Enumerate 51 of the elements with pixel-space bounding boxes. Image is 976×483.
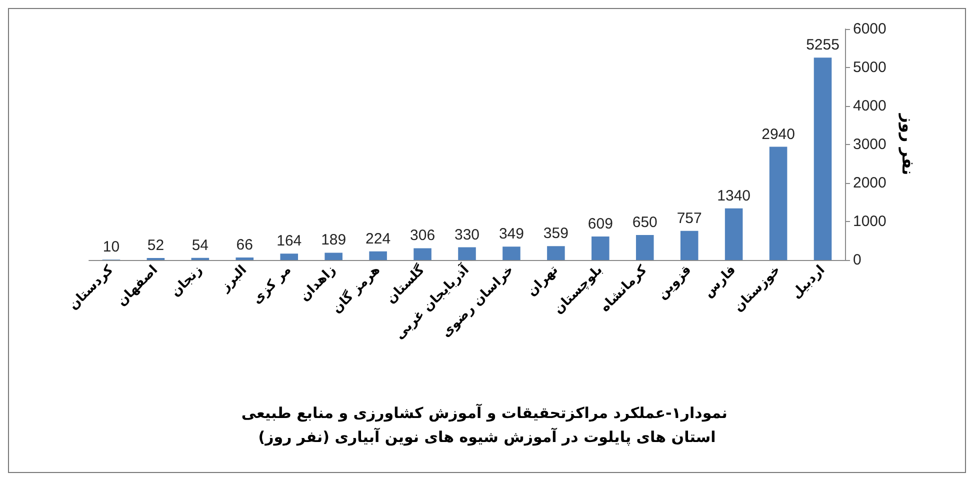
bar — [458, 247, 476, 260]
data-label: 189 — [321, 232, 346, 249]
bar — [769, 146, 788, 260]
bar — [547, 246, 565, 260]
y-tick-label: 3000 — [853, 136, 886, 153]
bar — [502, 246, 520, 260]
y-tick-label: 2000 — [853, 174, 886, 192]
data-label: 359 — [543, 225, 568, 242]
bar — [280, 254, 298, 260]
x-tick-label: گلستان — [383, 262, 428, 307]
data-label: 1340 — [717, 187, 751, 204]
text: نمودار۱-عملکرد مراکزتحقیقات و آموزش کشاورزی و منابع طبیعی استان های پایلوت در آموزش شیوه های نوین آبیاری (نفر روز) — [241, 403, 733, 446]
data-label: 757 — [676, 210, 702, 227]
y-tick-label: 0 — [853, 252, 862, 268]
data-label: 306 — [410, 227, 436, 244]
x-tick-label: تهران — [524, 262, 562, 300]
bar — [814, 58, 832, 260]
x-tick-label: قزوین — [654, 262, 695, 302]
data-label: 5255 — [806, 36, 840, 54]
x-tick-label: مر کزی — [250, 262, 294, 308]
x-tick-label: زاهدان — [297, 262, 339, 304]
bar — [414, 248, 432, 260]
bar — [680, 230, 698, 260]
bar — [369, 251, 387, 260]
bar — [724, 208, 743, 260]
x-tick-label: اصفهان — [114, 262, 162, 310]
bar — [636, 234, 654, 260]
data-label: 2940 — [762, 126, 795, 143]
x-tick-label: البرز — [217, 262, 250, 296]
bar — [236, 257, 254, 260]
bar — [592, 236, 610, 260]
data-label: 52 — [147, 237, 164, 254]
data-label: 650 — [632, 214, 658, 231]
y-axis-title: نفر روز — [898, 112, 918, 176]
x-tick-label: فارس — [701, 262, 740, 301]
data-label: 66 — [236, 236, 253, 254]
data-label: 164 — [276, 232, 302, 250]
y-tick-label: 6000 — [853, 20, 886, 38]
data-label: 10 — [102, 238, 120, 256]
bar — [324, 252, 342, 260]
data-label: 609 — [588, 216, 613, 233]
data-label: 224 — [366, 230, 391, 248]
x-tick-label: اردبیل — [788, 262, 828, 302]
data-label: 349 — [498, 226, 524, 243]
y-tick-label: 4000 — [853, 98, 886, 114]
data-label: 330 — [454, 226, 480, 244]
x-tick-label: کردستان — [66, 262, 117, 314]
y-tick-label: 5000 — [853, 59, 886, 76]
data-label: 54 — [192, 236, 209, 254]
x-tick-label: زنجان — [168, 262, 206, 300]
y-tick-label: 1000 — [853, 213, 886, 230]
